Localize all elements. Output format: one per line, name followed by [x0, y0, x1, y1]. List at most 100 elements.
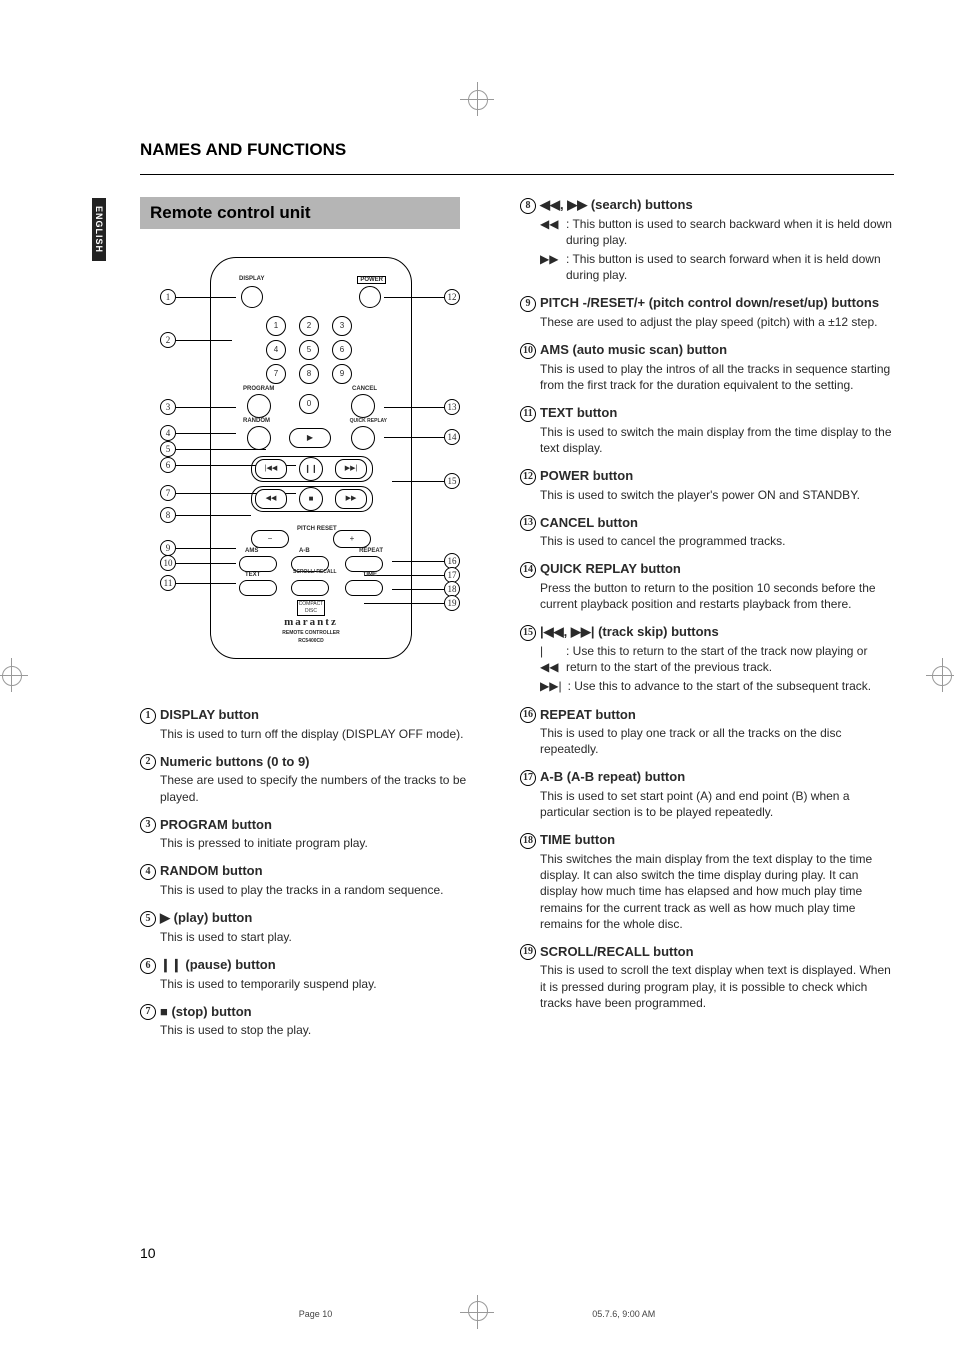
item-description: This is used to play the tracks in a ran…: [160, 882, 480, 898]
item-sub-text: : Use this to advance to the start of th…: [568, 678, 872, 694]
item-heading: 16 REPEAT button: [520, 707, 894, 724]
item-sub-text: : Use this to return to the start of the…: [566, 643, 894, 675]
item-description: This is used to play one track or all th…: [540, 725, 894, 757]
item-title: REPEAT button: [540, 707, 636, 722]
page-number: 10: [140, 1245, 156, 1261]
item-title: |◀◀, ▶▶| (track skip) buttons: [540, 624, 719, 639]
brand-sub2: RC5400CD: [211, 638, 411, 644]
btn-pitch-minus: −: [251, 530, 289, 548]
item-number: 9: [520, 296, 536, 312]
item-description: These are used to specify the numbers of…: [160, 772, 480, 804]
callout-15: 15: [444, 473, 460, 489]
btn-display: [241, 286, 263, 308]
btn-search-fwd: ▶▶: [335, 489, 367, 509]
item-number: 11: [520, 406, 536, 422]
callout-8: 8: [160, 507, 176, 523]
btn-num-7: 7: [266, 364, 286, 384]
item-description: This is used to cancel the programmed tr…: [540, 533, 894, 549]
item-number: 6: [140, 958, 156, 974]
item-number: 7: [140, 1004, 156, 1020]
btn-num-8: 8: [299, 364, 319, 384]
callout-4: 4: [160, 425, 176, 441]
footer-right: 05.7.6, 9:00 AM: [592, 1309, 655, 1319]
item-title: A-B (A-B repeat) button: [540, 769, 685, 784]
item-title: Numeric buttons (0 to 9): [160, 754, 310, 769]
btn-num-1: 1: [266, 316, 286, 336]
btn-search-back: ◀◀: [255, 489, 287, 509]
item-description: This is used to switch the player's powe…: [540, 487, 894, 503]
btn-num-0: 0: [299, 394, 319, 414]
item-heading: 18TIME button: [520, 832, 894, 849]
item-description: These are used to adjust the play speed …: [540, 314, 894, 330]
description-item: 7 ■ (stop) button This is used to stop the…: [140, 1004, 480, 1039]
label-repeat: REPEAT: [359, 548, 383, 554]
item-title: PROGRAM button: [160, 817, 272, 832]
description-item: 5▶ (play) buttonThis is used to start pl…: [140, 910, 480, 945]
btn-play: ▶: [289, 428, 331, 448]
cd-logo: COMPACTDISC: [297, 600, 325, 616]
item-heading: 15|◀◀, ▶▶| (track skip) buttons: [520, 624, 894, 641]
item-number: 1: [140, 708, 156, 724]
description-item: 9 PITCH -/RESET/+ (pitch control down/res…: [520, 295, 894, 330]
item-description: This is used to play the intros of all t…: [540, 361, 894, 393]
item-description: Press the button to return to the positi…: [540, 580, 894, 612]
reg-mark-right-h: [926, 675, 954, 676]
item-title: TIME button: [540, 832, 615, 847]
item-number: 8: [520, 198, 536, 214]
callout-12: 12: [444, 289, 460, 305]
item-description: This is used to temporarily suspend play…: [160, 976, 480, 992]
item-heading: 1DISPLAY button: [140, 707, 480, 724]
item-heading: 19SCROLL/RECALL button: [520, 944, 894, 961]
description-item: 18TIME buttonThis switches the main disp…: [520, 832, 894, 932]
callout-14: 14: [444, 429, 460, 445]
btn-pitch-plus: +: [333, 530, 371, 548]
label-ams: AMS: [245, 548, 258, 554]
description-item: 19SCROLL/RECALL buttonThis is used to sc…: [520, 944, 894, 1011]
item-number: 16: [520, 707, 536, 723]
reg-mark-top-v: [477, 82, 478, 116]
item-heading: 2 Numeric buttons (0 to 9): [140, 754, 480, 771]
item-title: ■ (stop) button: [160, 1004, 252, 1019]
label-program: PROGRAM: [243, 386, 274, 392]
description-item: 8◀◀, ▶▶ (search) buttons◀◀: This button …: [520, 197, 894, 283]
reg-mark-left-v: [11, 658, 12, 692]
callout-19: 19: [444, 595, 460, 611]
item-number: 3: [140, 817, 156, 833]
btn-scroll: [291, 580, 329, 596]
item-sub-text: : This button is used to search forward …: [566, 251, 894, 283]
item-title: POWER button: [540, 468, 633, 483]
label-pitch: PITCH RESET: [297, 526, 337, 532]
item-sub-row: ▶▶|: Use this to advance to the start of…: [540, 678, 894, 694]
btn-next: ▶▶|: [335, 459, 367, 479]
item-title: PITCH -/RESET/+ (pitch control down/rese…: [540, 295, 879, 310]
label-scroll: SCROLL/ RECALL: [293, 570, 337, 575]
item-description: This is used to start play.: [160, 929, 480, 945]
btn-program: [247, 394, 271, 418]
item-sub-row: |◀◀: Use this to return to the start of …: [540, 643, 894, 675]
item-description: This is used to stop the play.: [160, 1022, 480, 1038]
item-description: This is used to switch the main display …: [540, 424, 894, 456]
item-heading: 13CANCEL button: [520, 515, 894, 532]
label-quick-replay: QUICK REPLAY: [350, 418, 387, 424]
item-number: 10: [520, 343, 536, 359]
description-item: 3 PROGRAM button This is pressed to initia…: [140, 817, 480, 852]
item-title: SCROLL/RECALL button: [540, 944, 694, 959]
btn-quick-replay: [351, 426, 375, 450]
btn-ams: [239, 556, 277, 572]
item-number: 2: [140, 754, 156, 770]
btn-prev: |◀◀: [255, 459, 287, 479]
callout-3: 3: [160, 399, 176, 415]
btn-repeat: [345, 556, 383, 572]
item-sub-symbol: ◀◀: [540, 216, 560, 248]
reg-mark-left: [2, 666, 22, 686]
item-description: This is pressed to initiate program play…: [160, 835, 480, 851]
item-description: This is used to scroll the text display …: [540, 962, 894, 1011]
item-heading: 10AMS (auto music scan) button: [520, 342, 894, 359]
remote-body: DISPLAY POWER 1 2 3 4 5 6 7 8 9: [210, 257, 412, 659]
brand: marantz: [211, 616, 411, 628]
item-sub-row: ▶▶: This button is used to search forwar…: [540, 251, 894, 283]
language-tab: ENGLISH: [92, 198, 106, 261]
label-display: DISPLAY: [239, 276, 264, 282]
description-item: 15|◀◀, ▶▶| (track skip) buttons |◀◀: Use …: [520, 624, 894, 694]
section-title: NAMES AND FUNCTIONS: [140, 140, 894, 160]
